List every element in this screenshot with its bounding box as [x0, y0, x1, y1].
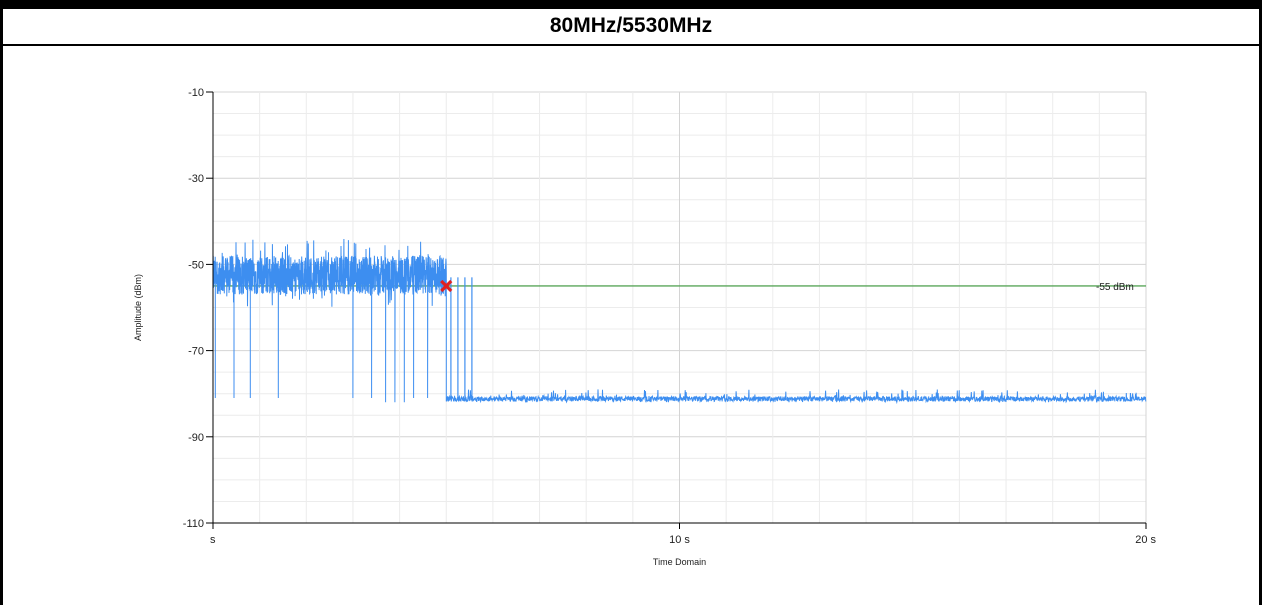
series-layer: [212, 238, 1147, 405]
time-domain-chart: -10 -30 -50 -70 -90 -110 s 10 s 20 s Amplitude (…: [133, 87, 1157, 567]
y-tick-label: -70: [188, 346, 204, 358]
y-tick-label: -10: [188, 87, 204, 99]
y-tick-label: -90: [188, 432, 204, 444]
series-line: [212, 238, 1147, 405]
axes: -10 -30 -50 -70 -90 -110 s 10 s 20 s: [183, 87, 1157, 546]
chart-title: 80MHz/5530MHz: [3, 9, 1259, 46]
x-tick-label: 10 s: [669, 534, 690, 546]
labels: Amplitude (dBm) Time Domain -55 dBm: [133, 274, 1134, 567]
marker-x-stroke: [440, 279, 453, 293]
x-tick-label: 20 s: [1135, 534, 1156, 546]
y-axis-title: Amplitude (dBm): [133, 274, 143, 341]
threshold-label: -55 dBm: [1096, 282, 1134, 293]
x-axis-title: Time Domain: [653, 557, 706, 567]
y-tick-label: -110: [183, 518, 204, 530]
y-tick-label: -50: [188, 259, 204, 271]
x-tick-label: s: [210, 534, 216, 546]
marker-layer: [440, 279, 453, 293]
y-tick-label: -30: [188, 173, 204, 185]
